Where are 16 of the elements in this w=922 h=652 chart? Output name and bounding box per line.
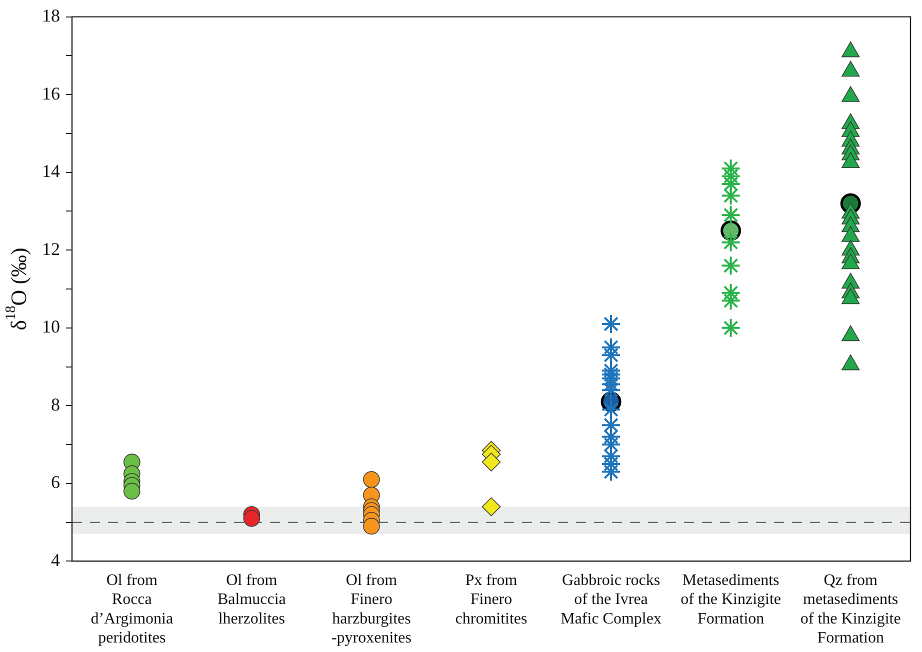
x-tick-label: Ol from Finero harzburgites -pyroxenites [331, 572, 412, 647]
y-tick-label: 14 [42, 161, 60, 182]
y-axis-title: δ18O (‰) [2, 248, 31, 330]
y-tick-label: 12 [42, 238, 60, 259]
x-tick-label: Ol from Balmuccia lherzolites [217, 572, 286, 628]
x-tick-label: Gabbroic rocks of the Ivrea Mafic Complex [560, 572, 662, 628]
y-tick-label: 6 [51, 472, 60, 492]
y-tick-label: 4 [51, 550, 60, 570]
x-tick-label: Px from Finero chromitites [455, 572, 528, 628]
y-tick-label: 16 [42, 83, 60, 104]
x-tick-label: Metasediments of the Kinzigite Formation [680, 572, 782, 628]
x-tick-label: Ol from Rocca d’Argimonia peridotites [90, 572, 174, 647]
y-tick-label: 18 [42, 6, 60, 26]
y-tick-label: 10 [42, 316, 60, 337]
x-tick-label: Qz from metasediments of the Kinzigite Formation [800, 572, 901, 647]
y-tick-label: 8 [51, 394, 60, 414]
